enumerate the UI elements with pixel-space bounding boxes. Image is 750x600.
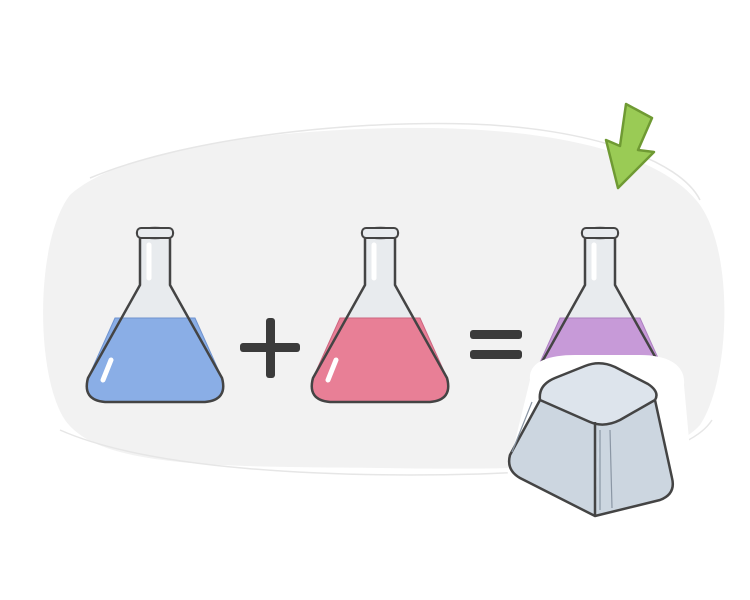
equals-sign: [470, 330, 522, 359]
pink-flask: [310, 226, 450, 404]
background-sketch-line: [89, 122, 701, 201]
keyboard-key-icon: [507, 362, 674, 518]
plus-sign: [240, 318, 300, 378]
arrow-down-left-icon: [604, 102, 656, 190]
blue-flask: [85, 226, 225, 404]
